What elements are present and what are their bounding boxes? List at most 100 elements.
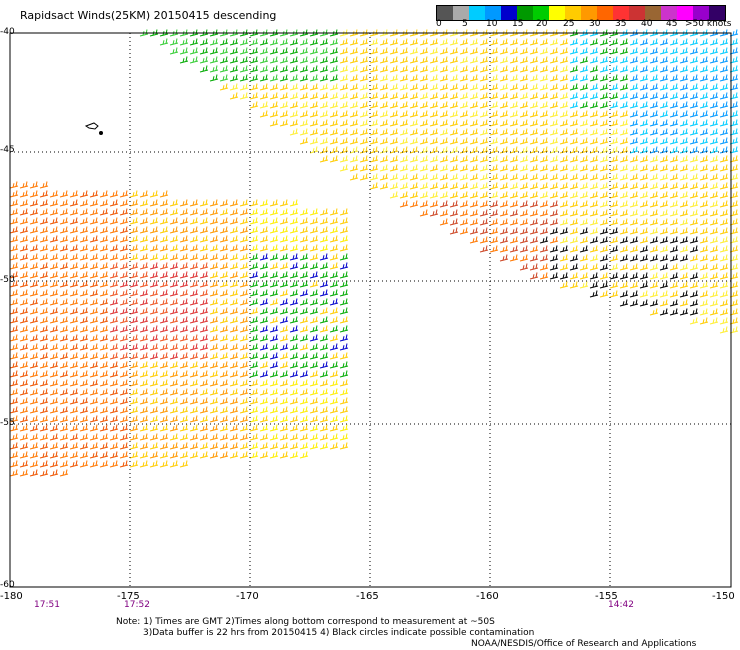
wind-barb (269, 325, 279, 333)
wind-barb (59, 343, 69, 351)
wind-barb (199, 262, 209, 270)
wind-barb (439, 56, 449, 64)
wind-barb (189, 334, 199, 342)
wind-barb (79, 199, 89, 207)
wind-barb (299, 128, 309, 136)
wind-barb (549, 182, 559, 190)
wind-barb (449, 92, 459, 100)
wind-barb (29, 451, 39, 459)
wind-barb (639, 56, 649, 64)
wind-barb (309, 415, 319, 423)
wind-barb (669, 254, 679, 262)
wind-barb (329, 343, 339, 351)
wind-barb (579, 155, 589, 163)
wind-barb (149, 298, 159, 306)
time-label: 17:51 (34, 600, 60, 610)
wind-barb (469, 209, 479, 217)
wind-barb (109, 406, 119, 414)
wind-barb (129, 460, 139, 468)
wind-barb (599, 200, 609, 208)
wind-barb (449, 164, 459, 172)
wind-barb (69, 298, 79, 306)
wind-barb (319, 128, 329, 136)
wind-barb (539, 74, 549, 82)
wind-barb (219, 65, 229, 73)
wind-barb (659, 47, 669, 55)
wind-barb (409, 200, 419, 208)
wind-barb (519, 92, 529, 100)
wind-barb (149, 424, 159, 432)
wind-barb (639, 299, 649, 307)
wind-barb (529, 101, 539, 109)
wind-barb (659, 254, 669, 262)
wind-barb (539, 200, 549, 208)
wind-barb (19, 253, 29, 261)
wind-barb (199, 289, 209, 297)
wind-barb (149, 235, 159, 243)
wind-barb (49, 208, 59, 216)
wind-barb (19, 388, 29, 396)
wind-barb (279, 74, 289, 82)
wind-barb (59, 298, 69, 306)
wind-barb (629, 272, 639, 280)
wind-barb (209, 397, 219, 405)
wind-barb (39, 244, 49, 252)
wind-barb (469, 218, 479, 226)
wind-barb (459, 146, 469, 154)
wind-barb (719, 263, 729, 271)
wind-barb (509, 65, 519, 73)
wind-barb (149, 433, 159, 441)
wind-barb (249, 316, 259, 324)
wind-barb (69, 460, 79, 468)
wind-barb (419, 146, 429, 154)
wind-barb (199, 199, 209, 207)
wind-barb (609, 200, 619, 208)
wind-barb (259, 217, 269, 225)
wind-barb (169, 262, 179, 270)
wind-barb (159, 271, 169, 279)
wind-barb (659, 173, 669, 181)
wind-barb (119, 388, 129, 396)
wind-barb (79, 451, 89, 459)
wind-barb (319, 352, 329, 360)
wind-barb (539, 146, 549, 154)
wind-barb (109, 460, 119, 468)
wind-barb (269, 110, 279, 118)
wind-barb (129, 262, 139, 270)
wind-barb (339, 110, 349, 118)
wind-barb (359, 164, 369, 172)
wind-barb (359, 47, 369, 55)
wind-barb (189, 343, 199, 351)
wind-barb (639, 173, 649, 181)
wind-barb (89, 262, 99, 270)
wind-barb (49, 397, 59, 405)
wind-barb (539, 110, 549, 118)
wind-barb (559, 263, 569, 271)
wind-barb (509, 74, 519, 82)
wind-barb (49, 298, 59, 306)
wind-barb (19, 325, 29, 333)
wind-barb (429, 38, 439, 46)
wind-barb (529, 92, 539, 100)
wind-barb (559, 92, 569, 100)
wind-barb (19, 379, 29, 387)
wind-barb (199, 47, 209, 55)
wind-barb (319, 262, 329, 270)
wind-barb (179, 199, 189, 207)
wind-barb (189, 208, 199, 216)
wind-barb (129, 217, 139, 225)
wind-barb (509, 92, 519, 100)
wind-barb (499, 182, 509, 190)
wind-barb (369, 92, 379, 100)
wind-barb (29, 316, 39, 324)
wind-barb (429, 74, 439, 82)
wind-barb (609, 38, 619, 46)
wind-barb (499, 83, 509, 91)
wind-barb (179, 38, 189, 46)
wind-barb (279, 316, 289, 324)
wind-barb (49, 253, 59, 261)
wind-barb (539, 209, 549, 217)
wind-barb (319, 433, 329, 441)
wind-barb (669, 200, 679, 208)
wind-barb (389, 38, 399, 46)
